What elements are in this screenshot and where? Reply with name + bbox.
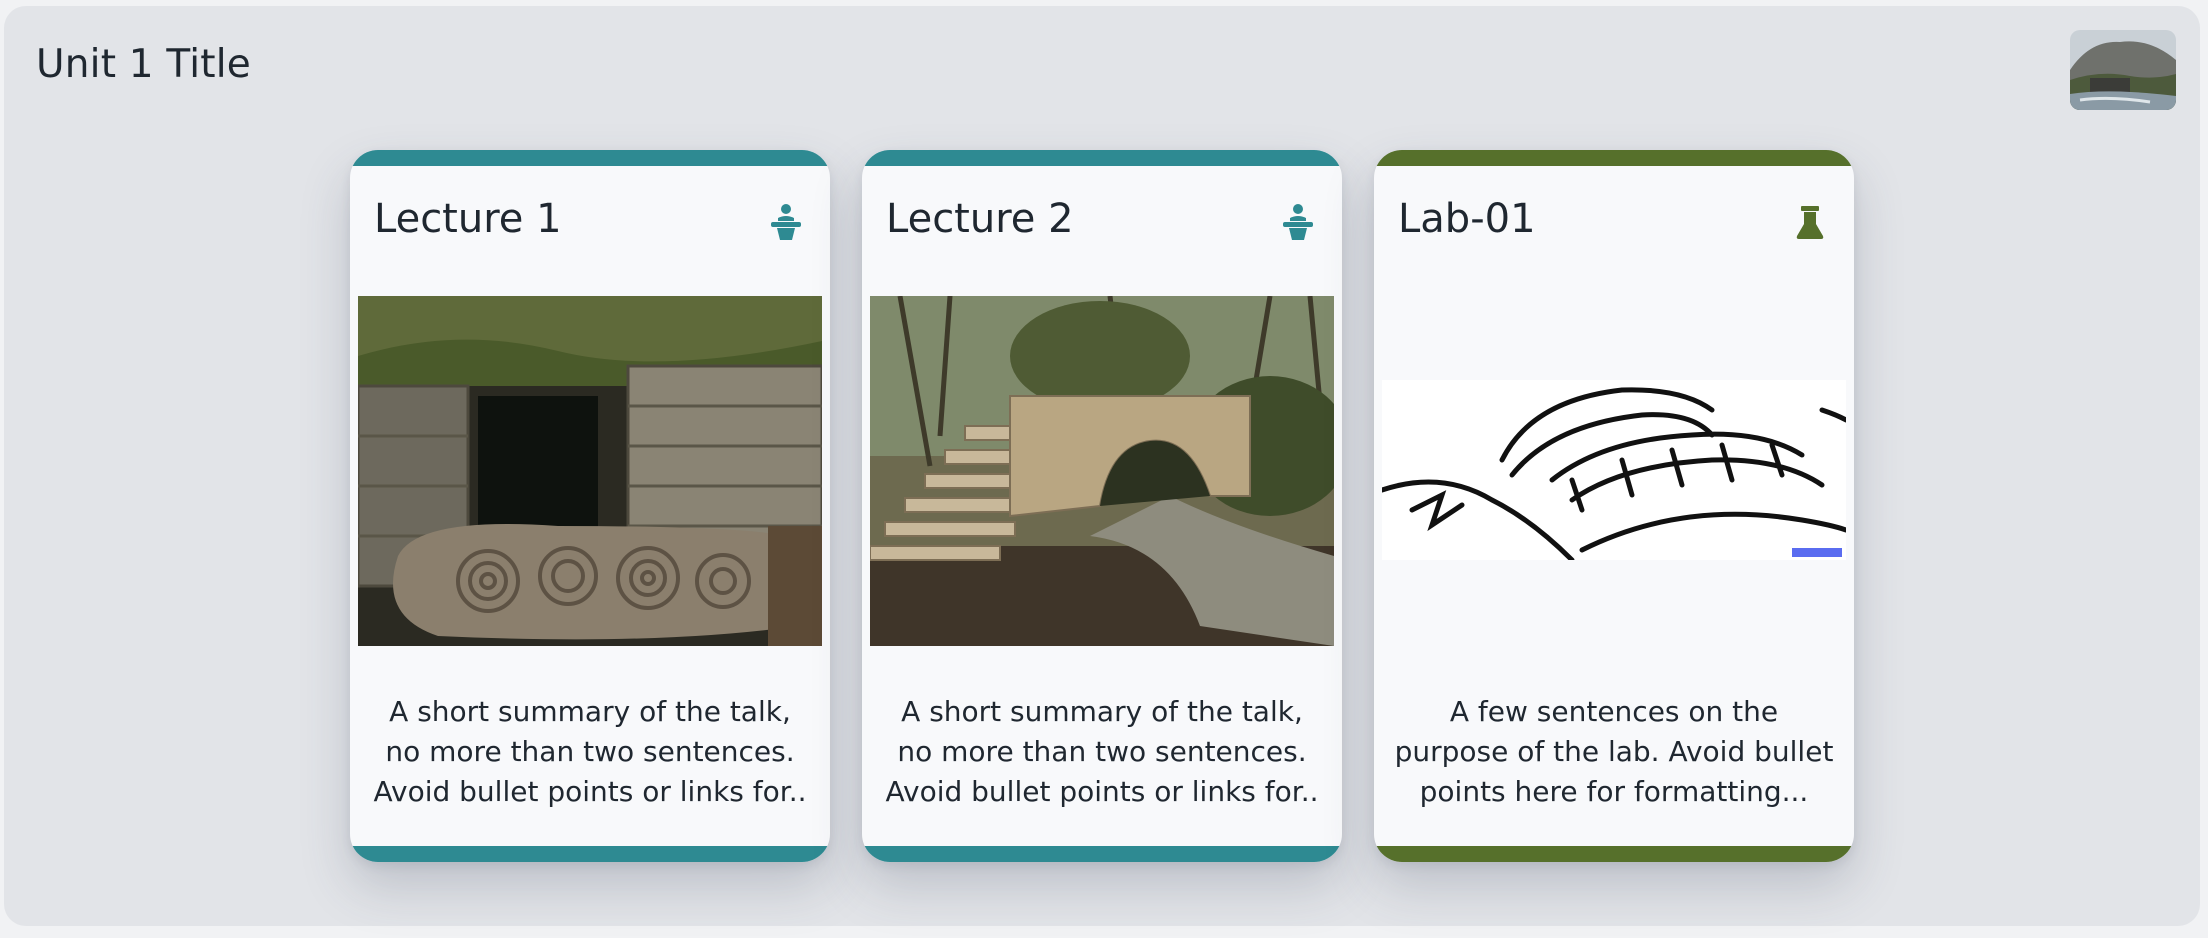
bridge-line-drawing — [1382, 380, 1846, 560]
card-description: A short summary of the talk, no more tha… — [885, 695, 1319, 808]
card-lab-01[interactable]: Lab-01 A few sentences on the purpose of… — [1374, 150, 1854, 862]
card-top-band — [862, 150, 1342, 166]
carved-spiral-stone-photo — [358, 296, 822, 646]
card-title: Lab-01 — [1398, 196, 1536, 242]
card-lecture-2[interactable]: Lecture 2 — [862, 150, 1342, 862]
lecture-podium-icon — [1280, 202, 1316, 242]
card-title: Lecture 2 — [886, 196, 1074, 242]
card-description: A short summary of the talk, no more tha… — [373, 695, 807, 808]
card-title: Lecture 1 — [374, 196, 562, 242]
unit-thumbnail[interactable] — [2070, 30, 2176, 110]
lecture-podium-icon — [768, 202, 804, 242]
stone-arch-bridge-photo — [870, 296, 1334, 646]
card-description: A few sentences on the purpose of the la… — [1394, 695, 1834, 808]
lab-flask-icon — [1792, 202, 1828, 242]
card-top-band — [350, 150, 830, 166]
card-top-band — [1374, 150, 1854, 166]
unit-title: Unit 1 Title — [36, 42, 251, 87]
card-lecture-1[interactable]: Lecture 1 — [350, 150, 830, 862]
card-bottom-band — [1374, 846, 1854, 862]
card-bottom-band — [862, 846, 1342, 862]
card-bottom-band — [350, 846, 830, 862]
